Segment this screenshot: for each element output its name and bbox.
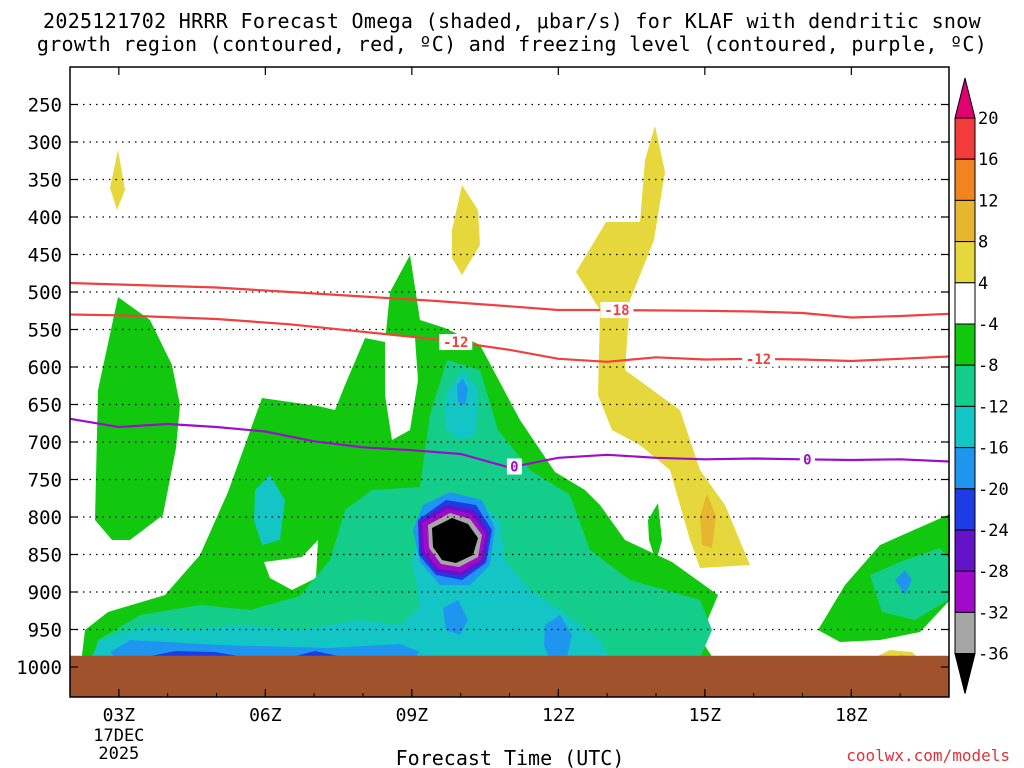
x-tick-label-15Z: 15Z	[689, 705, 722, 726]
y-tick-label-1000: 1000	[16, 657, 62, 679]
x-tick-label-18Z: 18Z	[835, 705, 868, 726]
omega-region-yellow-1	[110, 150, 125, 210]
colorbar-label: 16	[978, 150, 998, 170]
omega-region-green-left	[95, 297, 180, 540]
omega-region-blue-3	[443, 600, 468, 635]
colorbar-label: -28	[978, 562, 1009, 582]
omega-shading	[82, 126, 950, 672]
colorbar-swatch	[954, 158, 976, 201]
x-axis-title: Forecast Time (UTC)	[396, 746, 625, 768]
colorbar-swatch	[954, 405, 976, 449]
y-tick-label-350: 350	[28, 170, 62, 192]
colorbar-label: -8	[978, 356, 998, 376]
colorbar-swatch	[954, 529, 976, 572]
omega-region-yellow-3	[576, 126, 750, 568]
omega-hole-1	[385, 335, 418, 440]
source-credit: coolwx.com/models	[846, 746, 1010, 765]
x-tick-label-09Z: 09Z	[396, 705, 429, 726]
colorbar-label: 8	[978, 233, 988, 253]
colorbar-label: -12	[978, 397, 1009, 417]
colorbar-swatch	[954, 488, 976, 531]
y-axis: 250 300 350 400 450 500 550 600 650 700 750 800 850 9…	[16, 95, 949, 679]
omega-region-cyan-mid	[254, 475, 285, 545]
y-tick-label-550: 550	[28, 320, 62, 342]
omega-region-blue-4	[457, 378, 468, 405]
y-tick-label-600: 600	[28, 357, 62, 379]
colorbar-label: -16	[978, 439, 1009, 459]
contour-label-bg	[799, 451, 815, 468]
colorbar-bottom-arrow	[954, 653, 976, 694]
omega-region-yellow-2	[452, 185, 480, 275]
omega-region-green-spike	[648, 503, 662, 562]
contour-line-0	[69, 281, 950, 319]
colorbar-swatch	[954, 241, 976, 284]
colorbar-swatch	[954, 611, 976, 655]
colorbar-swatch	[954, 323, 976, 366]
colorbar-swatch	[954, 447, 976, 490]
omega-colorbar: 20 16 12 8 4 -4 -8 -12 -16 -20 -24 -28 -32 -36	[954, 77, 1009, 694]
x-tick-sublabel-0: 17DEC	[93, 726, 144, 746]
contour-label: -18	[604, 303, 629, 319]
colorbar-label: 20	[978, 109, 998, 129]
omega-region-blue-6	[895, 570, 912, 595]
colorbar-label: 4	[978, 274, 988, 294]
colorbar-label: -32	[978, 603, 1009, 623]
colorbar-label: -20	[978, 480, 1009, 500]
contour-label-bg	[600, 302, 634, 319]
colorbar-swatch	[954, 570, 976, 613]
contour-label: -12	[443, 335, 468, 351]
y-tick-label-400: 400	[28, 207, 62, 229]
colorbar-swatch	[954, 199, 976, 243]
y-tick-label-900: 900	[28, 582, 62, 604]
x-tick-sublabel-1: 2025	[98, 744, 139, 764]
y-tick-label-650: 650	[28, 395, 62, 417]
contour-label: 0	[510, 460, 518, 476]
colorbar-swatch	[954, 282, 976, 325]
colorbar-label: -24	[978, 521, 1009, 541]
omega-region-cyan-upper	[445, 370, 478, 440]
omega-region-gold-1	[700, 494, 716, 548]
omega-region-blue-2	[544, 615, 572, 662]
colorbar-label: 12	[978, 191, 998, 211]
y-tick-label-850: 850	[28, 545, 62, 567]
x-tick-label-06Z: 06Z	[249, 705, 282, 726]
colorbar-swatch	[954, 117, 976, 160]
x-tick-label-03Z: 03Z	[103, 705, 136, 726]
colorbar-top-arrow	[954, 77, 976, 119]
terrain-surface	[70, 655, 949, 697]
y-tick-label-750: 750	[28, 470, 62, 492]
colorbar-label: -36	[978, 645, 1009, 665]
y-tick-label-700: 700	[28, 432, 62, 454]
colorbar-label: -4	[978, 315, 998, 335]
y-tick-label-250: 250	[28, 95, 62, 117]
contour-label-bg	[439, 334, 473, 351]
contour-label: -12	[746, 352, 771, 368]
y-tick-label-800: 800	[28, 507, 62, 529]
y-tick-label-300: 300	[28, 132, 62, 154]
contour-line-1	[69, 313, 950, 363]
chart-title-line-1: 2025121702 HRRR Forecast Omega (shaded, …	[43, 9, 981, 33]
chart-title-line-2: growth region (contoured, red, ºC) and f…	[36, 32, 988, 56]
omega-region-black	[432, 518, 478, 563]
contour-label-bg	[506, 458, 522, 475]
y-tick-label-450: 450	[28, 245, 62, 267]
omega-hole-2	[264, 540, 318, 590]
x-tick-label-12Z: 12Z	[542, 705, 575, 726]
omega-region-teal	[92, 360, 712, 668]
colorbar-swatch	[954, 364, 976, 407]
contour-label: 0	[803, 452, 811, 468]
y-tick-label-950: 950	[28, 620, 62, 642]
contour-lines: -18 -12 -12 0 0	[69, 281, 950, 476]
contour-label-bg	[742, 350, 776, 367]
y-tick-label-500: 500	[28, 282, 62, 304]
